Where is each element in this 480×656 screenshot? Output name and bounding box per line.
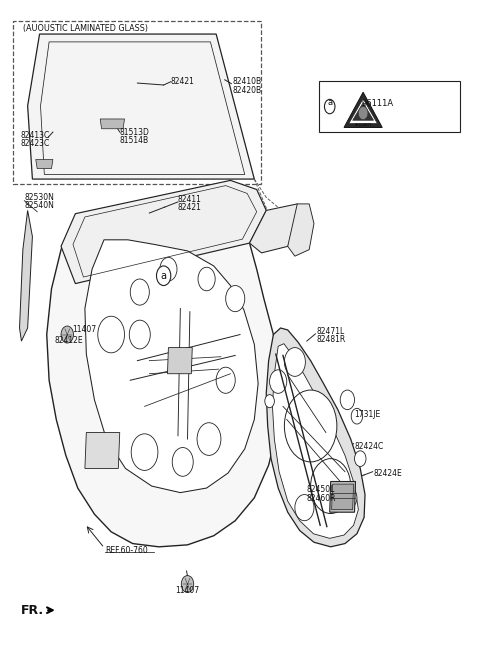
Text: 82471L: 82471L <box>316 327 345 336</box>
Text: 82410B: 82410B <box>233 77 262 86</box>
Circle shape <box>265 395 275 407</box>
Circle shape <box>324 99 335 113</box>
Text: 81513D: 81513D <box>120 127 150 136</box>
Polygon shape <box>168 348 192 374</box>
Text: 82421: 82421 <box>171 77 195 86</box>
Polygon shape <box>85 432 120 468</box>
Circle shape <box>181 575 194 592</box>
Circle shape <box>98 316 124 353</box>
Circle shape <box>284 390 337 462</box>
Circle shape <box>359 106 368 119</box>
Bar <box>13 21 262 184</box>
Polygon shape <box>344 92 382 127</box>
Text: 82481R: 82481R <box>316 335 346 344</box>
Polygon shape <box>85 240 258 493</box>
Circle shape <box>226 285 245 312</box>
Polygon shape <box>250 204 302 253</box>
Text: 96111A: 96111A <box>362 100 394 108</box>
Bar <box>319 81 459 132</box>
Text: FR.: FR. <box>21 604 44 617</box>
Circle shape <box>130 279 149 305</box>
Circle shape <box>270 370 287 394</box>
Polygon shape <box>20 211 33 341</box>
Circle shape <box>355 451 366 466</box>
Text: 81514B: 81514B <box>120 136 149 145</box>
Text: 82450L: 82450L <box>307 485 335 495</box>
Circle shape <box>172 447 193 476</box>
Polygon shape <box>288 204 314 256</box>
Text: 82424C: 82424C <box>355 442 384 451</box>
Polygon shape <box>349 98 377 123</box>
Circle shape <box>198 267 215 291</box>
Text: REF.60-760: REF.60-760 <box>106 546 148 554</box>
Circle shape <box>160 257 177 281</box>
Circle shape <box>351 408 363 424</box>
Polygon shape <box>353 102 373 120</box>
Text: 1731JE: 1731JE <box>355 410 381 419</box>
Polygon shape <box>273 344 359 539</box>
Circle shape <box>156 266 171 285</box>
Text: 82413C: 82413C <box>21 131 50 140</box>
Polygon shape <box>330 482 356 512</box>
Text: 82460R: 82460R <box>307 494 336 503</box>
Polygon shape <box>100 119 124 129</box>
Text: 82421: 82421 <box>178 203 202 213</box>
Text: a: a <box>161 271 167 281</box>
Circle shape <box>129 320 150 349</box>
Circle shape <box>197 422 221 455</box>
Circle shape <box>340 390 355 409</box>
Circle shape <box>131 434 158 470</box>
Text: 82420B: 82420B <box>233 86 262 94</box>
Text: SECURITY: SECURITY <box>355 123 372 127</box>
Polygon shape <box>36 159 53 169</box>
Polygon shape <box>332 484 354 510</box>
Text: 82423C: 82423C <box>21 139 50 148</box>
Text: 11407: 11407 <box>176 586 200 595</box>
Text: 82411: 82411 <box>178 195 202 204</box>
Text: (AUOUSTIC LAMINATED GLASS): (AUOUSTIC LAMINATED GLASS) <box>23 24 148 33</box>
Text: a: a <box>328 98 333 107</box>
Text: 11407: 11407 <box>72 325 96 335</box>
Text: 82530N: 82530N <box>24 193 54 202</box>
Polygon shape <box>61 180 266 283</box>
Polygon shape <box>266 328 365 547</box>
Polygon shape <box>28 34 254 179</box>
Circle shape <box>343 488 357 508</box>
Text: 82540N: 82540N <box>24 201 54 211</box>
Circle shape <box>311 459 351 514</box>
Polygon shape <box>47 209 281 547</box>
Circle shape <box>295 495 314 521</box>
Circle shape <box>284 348 305 377</box>
Text: 82424E: 82424E <box>373 468 402 478</box>
Circle shape <box>61 326 73 343</box>
Text: 82412E: 82412E <box>55 336 84 345</box>
Circle shape <box>216 367 235 394</box>
